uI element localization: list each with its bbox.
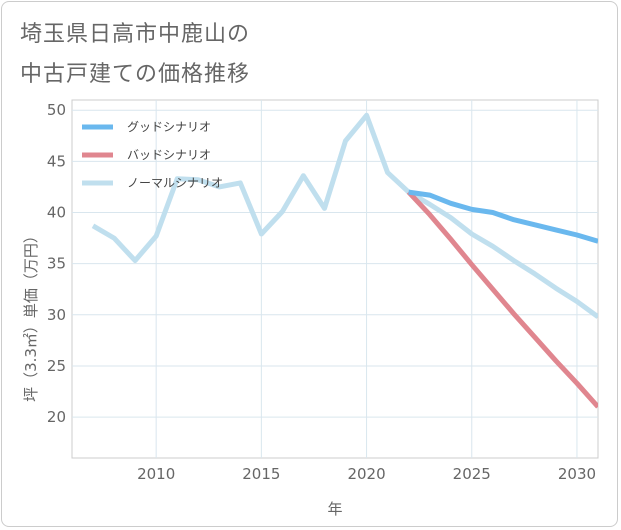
legend-label-2: ノーマルシナリオ — [127, 176, 223, 190]
legend-label-0: グッドシナリオ — [127, 120, 211, 134]
x-tick-2015: 2015 — [242, 465, 280, 483]
y-axis-label: 坪（3.3㎡）単価（万円） — [22, 228, 40, 402]
y-tick-30: 30 — [47, 306, 66, 324]
y-tick-25: 25 — [47, 357, 66, 375]
chart-title-line1: 埼玉県日高市中鹿山の — [20, 22, 251, 47]
series-line-2 — [91, 112, 598, 319]
series-line-0 — [408, 189, 598, 244]
chart-title-line2: 中古戸建ての価格推移 — [20, 62, 251, 87]
series-lines — [91, 112, 598, 409]
plot-area — [71, 99, 599, 459]
x-axis-label: 年 — [327, 500, 342, 518]
x-tick-2025: 2025 — [453, 465, 491, 483]
x-tick-2030: 2030 — [558, 465, 596, 483]
x-tick-2020: 2020 — [347, 465, 385, 483]
series-line-1 — [406, 190, 598, 409]
y-tick-45: 45 — [47, 152, 66, 170]
y-tick-50: 50 — [47, 101, 66, 119]
x-tick-2010: 2010 — [137, 465, 175, 483]
y-tick-40: 40 — [47, 204, 66, 222]
y-tick-20: 20 — [47, 408, 66, 426]
legend-label-1: バッドシナリオ — [127, 148, 211, 162]
y-tick-35: 35 — [47, 255, 66, 273]
gridlines — [72, 100, 598, 458]
